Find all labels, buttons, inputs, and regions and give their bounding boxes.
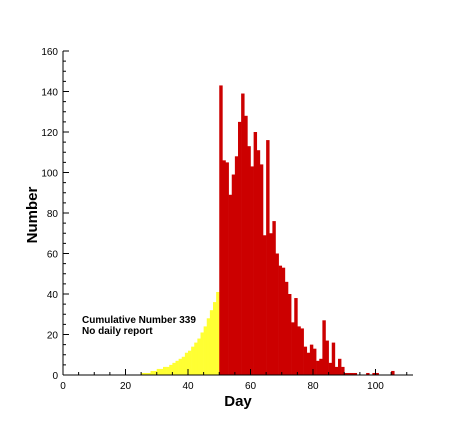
bar-series-2-day-53 bbox=[228, 194, 233, 375]
bar-series-2-day-71 bbox=[284, 281, 289, 375]
bar-series-2-day-99 bbox=[372, 372, 376, 375]
bar-series-2-day-54 bbox=[231, 174, 236, 375]
bar-series-1-day-25 bbox=[141, 372, 145, 375]
bar-series-2-day-89 bbox=[341, 366, 345, 375]
y-tick-label-140: 140 bbox=[41, 88, 58, 99]
y-tick-label-40: 40 bbox=[47, 290, 59, 301]
bar-series-2-day-62 bbox=[256, 150, 261, 375]
bar-series-2-day-91 bbox=[347, 372, 351, 375]
x-tick-label-40: 40 bbox=[182, 381, 194, 392]
bar-series-1-day-38 bbox=[181, 356, 186, 375]
bar-series-1-day-28 bbox=[150, 370, 154, 375]
y-tick-label-20: 20 bbox=[47, 331, 59, 342]
annotation-line-1: Cumulative Number 339 bbox=[82, 315, 196, 326]
bar-series-2-day-80 bbox=[313, 348, 317, 375]
bar-series-2-day-85 bbox=[328, 362, 333, 375]
bar-series-2-day-73 bbox=[291, 322, 295, 375]
bar-series-2-day-65 bbox=[266, 140, 270, 375]
x-tick-label-20: 20 bbox=[120, 381, 132, 392]
bar-series-2-day-90 bbox=[344, 372, 348, 375]
bar-series-2-day-74 bbox=[294, 298, 298, 375]
y-ticks-group: 0 20 40 60 80 100 120 140 160 bbox=[41, 47, 69, 382]
bar-series-1-day-36 bbox=[175, 360, 179, 375]
bar-series-2-day-59 bbox=[247, 146, 251, 375]
bar-series-1-day-44 bbox=[200, 332, 204, 375]
x-axis-title: Day bbox=[224, 393, 252, 410]
bar-series-1-day-32 bbox=[163, 366, 167, 375]
bar-series-2-day-87 bbox=[334, 366, 339, 375]
bar-series-1-day-35 bbox=[172, 362, 176, 375]
bar-series-2-day-93 bbox=[353, 372, 358, 375]
bar-series-1-day-48 bbox=[213, 302, 217, 375]
bar-series-2-day-81 bbox=[316, 360, 320, 375]
bar-series-2-day-84 bbox=[325, 340, 329, 375]
x-ticks-group: 0 20 40 60 80 100 bbox=[60, 369, 408, 392]
bar-series-2-day-52 bbox=[225, 162, 229, 376]
x-tick-label-100: 100 bbox=[367, 381, 384, 392]
bar-series-2-day-64 bbox=[263, 235, 267, 375]
bar-series-2-day-86 bbox=[331, 342, 336, 375]
bar-series-1-day-43 bbox=[197, 338, 201, 375]
y-tick-label-80: 80 bbox=[47, 209, 59, 220]
bar-series-1-day-33 bbox=[166, 366, 170, 375]
bar-series-1-day-26 bbox=[144, 372, 148, 375]
bar-series-1-day-42 bbox=[194, 342, 198, 375]
bar-series-2-day-68 bbox=[275, 253, 279, 375]
y-tick-label-60: 60 bbox=[47, 250, 59, 261]
y-tick-label-160: 160 bbox=[41, 47, 58, 58]
bar-series-2-day-72 bbox=[288, 294, 292, 375]
bar-series-1-day-39 bbox=[184, 352, 189, 375]
bar-series-1-day-29 bbox=[153, 370, 158, 375]
y-axis-title: Number bbox=[24, 187, 41, 244]
bar-series-2-day-55 bbox=[234, 156, 239, 375]
x-tick-label-80: 80 bbox=[307, 381, 319, 392]
bar-series-2-day-66 bbox=[269, 233, 273, 375]
bar-series-2-day-57 bbox=[241, 93, 245, 376]
bar-series-2-day-78 bbox=[306, 352, 311, 375]
bar-series-2-day-70 bbox=[281, 267, 286, 375]
bar-series-2-day-67 bbox=[272, 221, 276, 375]
bar-series-2-day-58 bbox=[244, 115, 248, 376]
bar-series-2-day-50 bbox=[219, 85, 223, 376]
bar-series-1-day-37 bbox=[178, 358, 183, 375]
bar-series-1-day-30 bbox=[156, 368, 161, 375]
bar-series-1-day-47 bbox=[209, 310, 214, 375]
bar-series-1-day-40 bbox=[188, 350, 192, 375]
bar-series-2-day-61 bbox=[253, 132, 258, 375]
bar-series-1-day-45 bbox=[203, 326, 208, 375]
bar-series-2-day-105 bbox=[391, 370, 395, 375]
bar-series-2-day-92 bbox=[350, 372, 354, 375]
bar-series-1-day-46 bbox=[206, 318, 211, 375]
bar-series-1-day-34 bbox=[169, 364, 173, 376]
x-tick-label-60: 60 bbox=[245, 381, 257, 392]
bar-series-1-day-41 bbox=[191, 346, 195, 375]
bar-series-2-day-100 bbox=[375, 372, 379, 375]
bar-series-2-day-51 bbox=[222, 160, 226, 375]
bar-series-2-day-88 bbox=[338, 358, 342, 375]
bar-series-2-day-79 bbox=[309, 344, 314, 376]
bar-series-2-day-83 bbox=[322, 320, 326, 375]
x-tick-label-0: 0 bbox=[60, 381, 66, 392]
bar-series-2-day-97 bbox=[366, 372, 370, 375]
bar-series-2-day-77 bbox=[303, 346, 308, 375]
bar-series-1-day-31 bbox=[159, 368, 164, 375]
bar-series-2-day-56 bbox=[238, 121, 242, 376]
y-tick-label-100: 100 bbox=[41, 169, 58, 180]
bar-series-2-day-75 bbox=[297, 326, 301, 375]
bar-series-2-day-76 bbox=[300, 328, 304, 375]
bar-series-2-day-69 bbox=[278, 265, 283, 375]
bar-series-2-day-82 bbox=[319, 358, 323, 375]
bar-series-1-day-49 bbox=[216, 291, 220, 375]
bars-group bbox=[141, 85, 395, 376]
annotation-line-2: No daily report bbox=[82, 326, 153, 337]
y-tick-label-0: 0 bbox=[52, 371, 58, 382]
bar-series-1-day-27 bbox=[147, 372, 151, 375]
bar-series-2-day-60 bbox=[250, 166, 254, 375]
bar-series-2-day-63 bbox=[259, 164, 264, 375]
y-tick-label-120: 120 bbox=[41, 128, 58, 139]
